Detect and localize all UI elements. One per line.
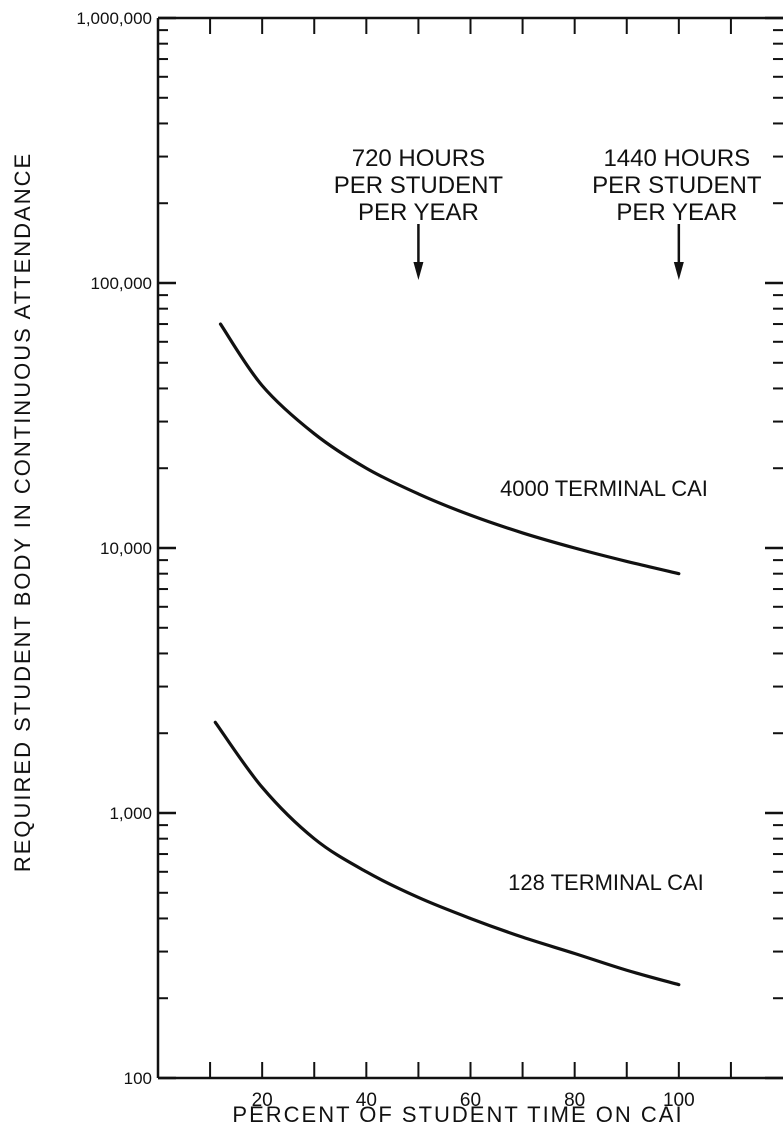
- x-tick-label: 80: [564, 1090, 585, 1111]
- series-label: 128 TERMINAL CAI: [508, 870, 704, 895]
- arrow-head: [673, 262, 684, 280]
- y-tick-label: 100: [124, 1069, 152, 1088]
- axis-ticks: [158, 16, 783, 1080]
- x-tick-label: 60: [460, 1090, 481, 1111]
- annotation-line: PER STUDENT: [334, 172, 504, 199]
- series-label: 4000 TERMINAL CAI: [500, 476, 708, 501]
- y-tick-label: 100,000: [91, 274, 152, 293]
- series-line: [218, 322, 681, 576]
- x-tick-label: 20: [252, 1090, 273, 1111]
- tick-labels: 20 40 60 80 100 100 1,000 10,000 100,000 1,000,00…: [76, 9, 694, 1111]
- y-tick-label: 1,000: [109, 804, 152, 823]
- annotation-line: PER YEAR: [358, 199, 479, 226]
- x-tick-label: 100: [663, 1090, 695, 1111]
- arrow-head: [413, 262, 424, 280]
- series-lines: 4000 TERMINAL CAI 128 TERMINAL CAI: [213, 322, 708, 987]
- y-tick-label: 10,000: [100, 539, 152, 558]
- y-axis-label: REQUIRED STUDENT BODY IN CONTINUOUS ATTE…: [10, 152, 35, 872]
- y-tick-label: 1,000,000: [76, 9, 152, 28]
- x-axis-label: PERCENT OF STUDENT TIME ON CAI: [232, 1102, 683, 1127]
- annotation-line: 720 HOURS: [352, 145, 485, 172]
- annotation-line: PER YEAR: [616, 199, 737, 226]
- x-tick-label: 40: [356, 1090, 377, 1111]
- annotation-line: 1440 HOURS: [603, 145, 750, 172]
- series-line: [213, 720, 681, 987]
- annotation-line: PER STUDENT: [592, 172, 762, 199]
